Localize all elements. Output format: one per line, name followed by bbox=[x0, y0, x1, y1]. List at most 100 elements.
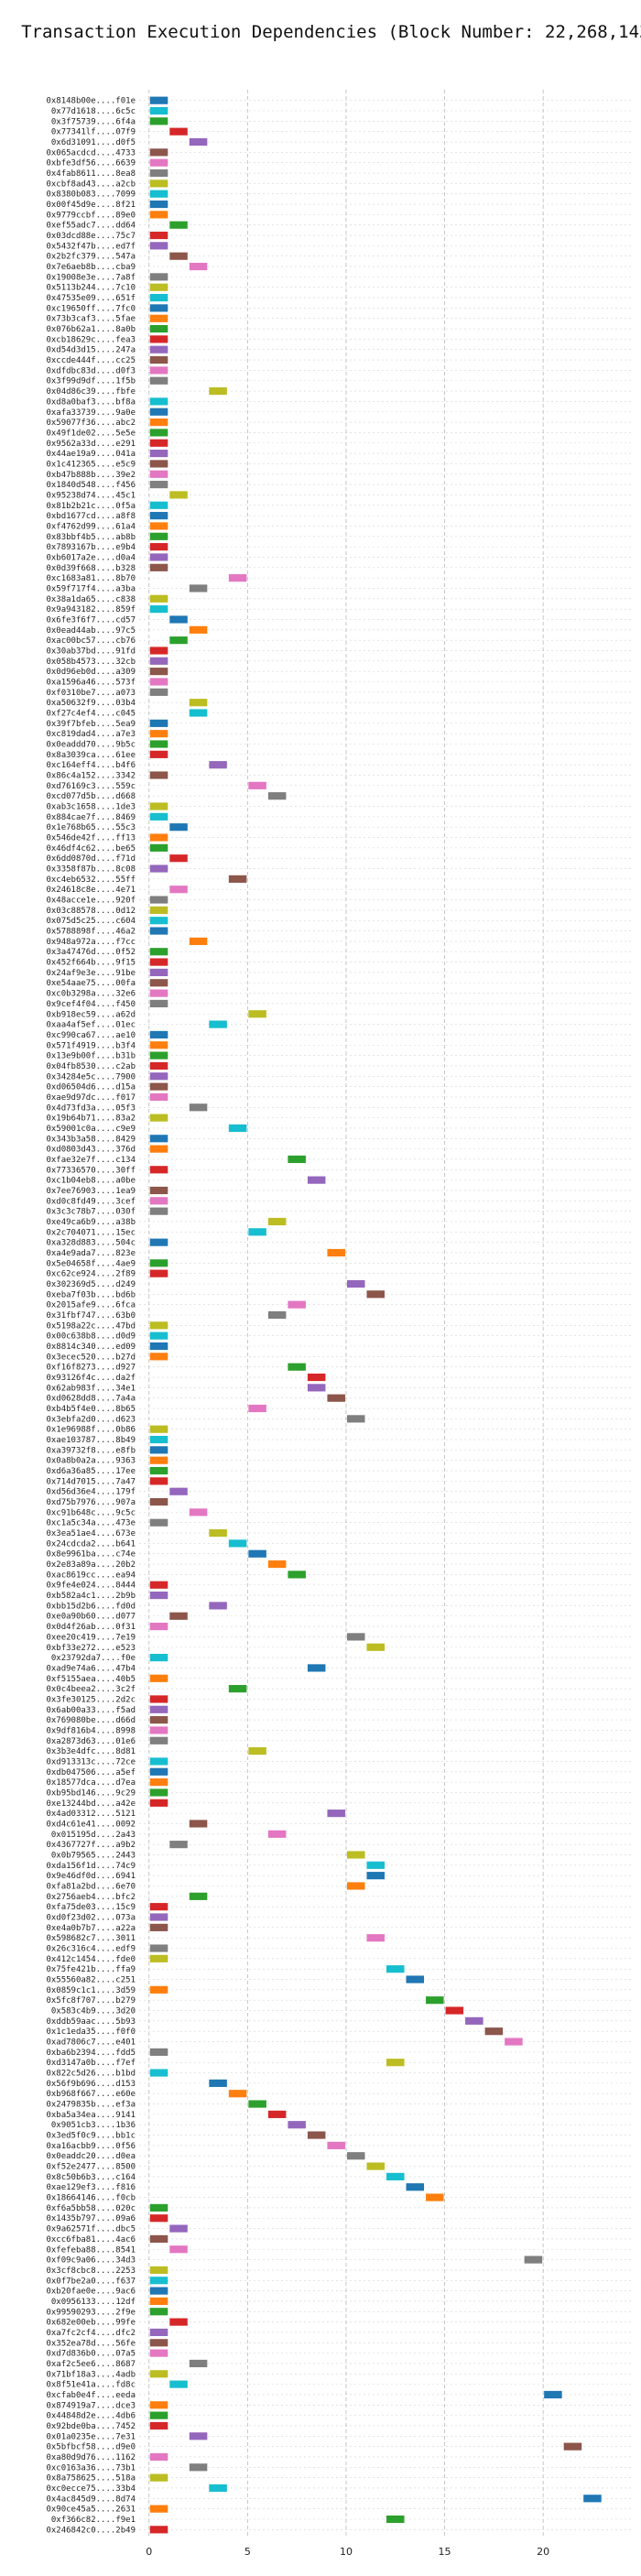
transaction-label: 0xad9e74a6....47b4 bbox=[46, 1664, 136, 1673]
transaction-bar bbox=[169, 2224, 188, 2233]
transaction-bar bbox=[149, 1497, 168, 1506]
transaction-bar bbox=[149, 833, 168, 842]
transaction-bar bbox=[563, 2442, 582, 2451]
transaction-label: 0x03c88578....0d12 bbox=[46, 907, 136, 916]
transaction-label: 0xcfab0e4f....eeda bbox=[46, 2391, 136, 2400]
transaction-label: 0xd56d36e4....179f bbox=[46, 1488, 136, 1497]
transaction-label: 0xc62ce924....2f89 bbox=[46, 1270, 136, 1279]
transaction-label: 0xccde444f....cc25 bbox=[46, 356, 136, 365]
transaction-label: 0x0a8b0a2a....9363 bbox=[46, 1457, 136, 1466]
transaction-bar bbox=[228, 1124, 247, 1133]
transaction-bar bbox=[465, 2016, 483, 2025]
transaction-bar bbox=[209, 761, 227, 769]
transaction-bar bbox=[149, 1913, 168, 1921]
transaction-bar bbox=[288, 1155, 306, 1164]
transaction-bar bbox=[149, 1726, 168, 1734]
transaction-bar bbox=[149, 1767, 168, 1776]
transaction-bar bbox=[189, 2359, 208, 2368]
transaction-label: 0x3ea51ae4....673e bbox=[46, 1529, 136, 1538]
transaction-bar bbox=[346, 1633, 365, 1641]
transaction-label: 0xfa81a2bd....6e70 bbox=[46, 1882, 136, 1891]
transaction-bar bbox=[307, 1664, 326, 1672]
transaction-label: 0xc91b648c....9c5c bbox=[46, 1508, 136, 1517]
transaction-label: 0xd913313c....72ce bbox=[46, 1757, 136, 1766]
transaction-label: 0x4fab8611....8ea8 bbox=[46, 169, 136, 179]
transaction-bar bbox=[288, 1571, 306, 1579]
transaction-label: 0x8c50b6b3....c164 bbox=[46, 2173, 136, 2182]
transaction-bar bbox=[209, 2484, 227, 2493]
transaction-bar bbox=[149, 1985, 168, 1994]
transaction-labels: 0x8148b00e....f01e0x77d1618....6c5c0x3f7… bbox=[46, 97, 136, 2536]
transaction-bar bbox=[149, 740, 168, 748]
transaction-label: 0x302369d5....d249 bbox=[46, 1280, 136, 1289]
transaction-bar bbox=[267, 1560, 287, 1569]
transaction-label: 0x6fe3f6f7....cd57 bbox=[46, 615, 136, 625]
transaction-label: 0x77341lf....07f9 bbox=[51, 128, 136, 137]
transaction-bar bbox=[149, 864, 168, 873]
transaction-bar bbox=[149, 1186, 168, 1195]
transaction-bar bbox=[248, 1010, 266, 1018]
transaction-bar bbox=[149, 1477, 168, 1485]
transaction-label: 0x6ab00a33....f5ad bbox=[46, 1706, 136, 1715]
transaction-label: 0x24cdcda2....b641 bbox=[46, 1539, 136, 1549]
transaction-label: 0x343b3a58....8429 bbox=[46, 1135, 136, 1144]
transaction-label: 0x3ebfa2d0....d623 bbox=[46, 1415, 136, 1424]
transaction-label: 0x39f7bfeb....5ea9 bbox=[46, 720, 136, 729]
transaction-label: 0xe49ca6b9....a38b bbox=[46, 1218, 136, 1227]
transaction-bar bbox=[149, 117, 168, 125]
transaction-label: 0x1e96988f....0b86 bbox=[46, 1426, 136, 1435]
transaction-label: 0xa7fc2cf4....dfc2 bbox=[46, 2329, 136, 2338]
transaction-label: 0xb4b5f4e0....8b65 bbox=[46, 1405, 136, 1414]
transaction-bar bbox=[149, 211, 168, 219]
transaction-bar bbox=[149, 1197, 168, 1205]
transaction-label: 0x3f99d9df....1f5b bbox=[46, 377, 136, 386]
transaction-bar bbox=[149, 543, 168, 551]
transaction-bar bbox=[228, 2090, 247, 2098]
transaction-bar bbox=[149, 450, 168, 458]
transaction-label: 0x682e00eb....99fe bbox=[46, 2319, 136, 2328]
transaction-label: 0xc19650ff....7fc0 bbox=[46, 304, 136, 313]
transaction-bar bbox=[426, 2193, 444, 2201]
transaction-label: 0x8380b083....7099 bbox=[46, 190, 136, 200]
transaction-label: 0x92bde0ba....7452 bbox=[46, 2422, 136, 2431]
transaction-label: 0xb6017a2e....d0a4 bbox=[46, 553, 136, 562]
transaction-label: 0x0b79565....2443 bbox=[51, 1851, 136, 1860]
transaction-bar bbox=[209, 386, 227, 396]
transaction-label: 0x769080be....d66d bbox=[46, 1716, 136, 1725]
transaction-bar bbox=[149, 335, 168, 343]
transaction-bar bbox=[149, 1425, 168, 1433]
transaction-label: 0xc1b04eb8....a0be bbox=[46, 1177, 136, 1186]
transaction-bar bbox=[149, 948, 168, 956]
transaction-bar bbox=[149, 1166, 168, 1174]
transaction-label: 0x83bbf4b5....ab8b bbox=[46, 533, 136, 542]
transaction-label: 0x77d1618....6c5c bbox=[51, 107, 136, 116]
transaction-bar bbox=[149, 1674, 168, 1682]
transaction-bar bbox=[248, 1228, 266, 1236]
transaction-bar bbox=[189, 1892, 208, 1900]
transaction-label: 0xf09c9a06....34d3 bbox=[46, 2256, 136, 2266]
transaction-bar bbox=[149, 1435, 168, 1444]
transaction-bar bbox=[149, 730, 168, 738]
transaction-bar bbox=[149, 2421, 168, 2430]
transaction-bar bbox=[149, 2349, 168, 2357]
transaction-label: 0x076b62a1....8a0b bbox=[46, 325, 136, 334]
transaction-bar bbox=[149, 1114, 168, 1122]
transaction-label: 0xbf33e272....e523 bbox=[46, 1644, 136, 1653]
transaction-bar bbox=[149, 1321, 168, 1330]
transaction-bar bbox=[288, 1300, 306, 1309]
transaction-label: 0xae129ef3....f816 bbox=[46, 2183, 136, 2192]
transaction-bar bbox=[386, 2515, 405, 2524]
transaction-bar bbox=[209, 1020, 227, 1028]
transaction-label: 0x24af9e3e....91be bbox=[46, 969, 136, 978]
transaction-label: 0x30ab37bd....91fd bbox=[46, 647, 136, 656]
transaction-label: 0x90ce45a5....2631 bbox=[46, 2505, 136, 2515]
transaction-bar bbox=[366, 1861, 385, 1869]
transaction-label: 0x19008e3e....7a8f bbox=[46, 273, 136, 282]
transaction-label: 0xc164eff4....b4f6 bbox=[46, 761, 136, 770]
transaction-bar bbox=[149, 231, 168, 240]
transaction-bar bbox=[189, 2463, 208, 2472]
x-tick-label: 15 bbox=[439, 2546, 451, 2558]
transaction-label: 0x59077f36....abc2 bbox=[46, 418, 136, 428]
transaction-label: 0x13e9b00f....b31b bbox=[46, 1052, 136, 1061]
transaction-bar bbox=[149, 1061, 168, 1071]
